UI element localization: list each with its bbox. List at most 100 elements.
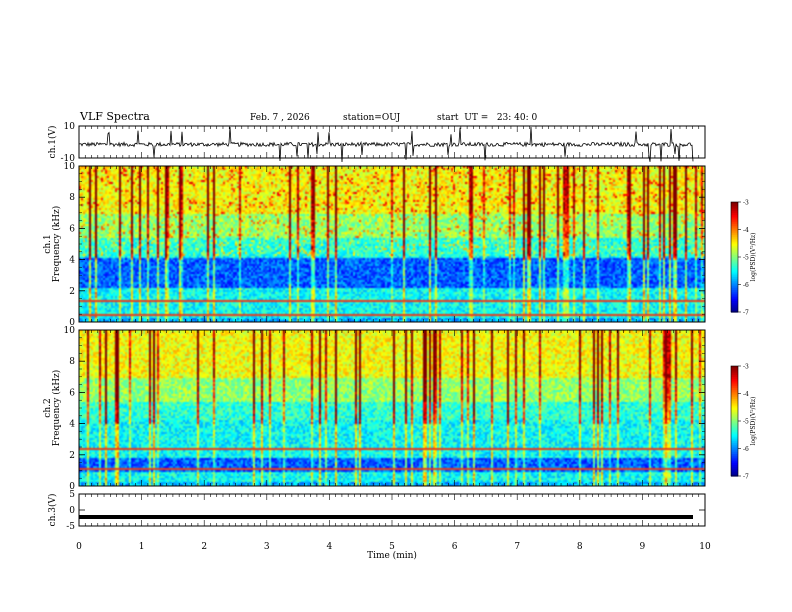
colorbar-1: -3 -4 -5 -6 -7 log(PSD)(V²/Hz) [730,200,757,317]
y-tick-label: -5 [66,522,75,532]
colorbar-segment [731,428,738,431]
colorbar-segment [731,444,738,448]
colorbar-segment [731,249,738,253]
colorbar-segment [731,435,738,439]
colorbar-tick-label: -5 [743,255,749,262]
y-tick-label: 10 [64,162,76,172]
x-tick-label: 0 [76,542,82,552]
colorbar-segment [731,400,738,404]
colorbar-segment [731,279,738,282]
colorbar-tick-label: -7 [743,474,749,481]
colorbar-segment [731,408,738,411]
colorbar-segment [731,213,738,216]
spectrogram-image-1 [79,166,705,322]
colorbar-segment [731,273,738,276]
colorbar-segment [731,391,738,395]
colorbar-segment [731,441,738,444]
colorbar-segment [731,235,738,238]
colorbar-segment [731,202,738,205]
colorbar-segment [731,454,738,457]
colorbar-segment [731,211,738,214]
colorbar-segment [731,450,738,453]
colorbar-segment [731,369,738,373]
colorbar-segment [731,216,738,220]
colorbar-segment [731,422,738,426]
colorbar-segment [731,288,738,291]
colorbar-segment [731,378,738,382]
colorbar-segment [731,380,738,384]
colorbar-segment [731,266,738,269]
chart-title: VLF Spectra [80,110,150,123]
y-tick-label: 6 [69,388,75,398]
start-time-label: start UT = 23: 40: 0 [437,113,538,123]
colorbar-tick-label: -3 [743,364,749,371]
colorbar-segment [731,295,738,298]
x-tick-label: 4 [327,542,333,552]
y-axis-label-channel: ch.1 [43,234,53,253]
colorbar-segment [731,255,738,258]
colorbar-tick-label: -3 [743,200,749,207]
colorbar-segment [731,397,738,400]
y-tick-label: 10 [64,122,76,132]
colorbar-segment [731,395,738,398]
y-tick-label: 2 [69,451,75,461]
colorbar-segment [731,384,738,387]
colorbar-segment [731,302,738,306]
colorbar-segment [731,463,738,466]
y-tick-label: 0 [69,318,75,328]
x-tick-label: 3 [264,542,270,552]
colorbar-segment [731,433,738,437]
colorbar-segment [731,468,738,472]
colorbar-segment [731,205,738,209]
colorbar-segment [731,227,738,231]
colorbar-segment [731,308,738,311]
colorbar-segment [731,388,738,391]
spectrogram-image-2 [79,330,705,486]
colorbar-segment [731,269,738,273]
x-tick-label: 6 [452,542,458,552]
colorbar-segment [731,209,738,212]
colorbar-tick-label: -4 [743,391,749,398]
colorbar-segment [731,411,738,415]
colorbar-tick-label: -5 [743,419,749,426]
x-tick-label: 10 [699,542,711,552]
colorbar-segment [731,393,738,396]
colorbar-segment [731,413,738,417]
colorbar-segment [731,203,738,207]
colorbar-segment [731,304,738,308]
colorbar-label: log(PSD)(V²/Hz) [750,397,757,446]
colorbar-segment [731,277,738,280]
y-tick-label: -10 [61,154,76,164]
x-tick-label: 8 [577,542,583,552]
colorbar-segment [731,236,738,240]
date-label: Feb. 7 , 2026 [250,113,310,123]
colorbar-segment [731,291,738,295]
colorbar-segment [731,459,738,462]
y-axis-label: ch.1(V) [47,126,58,159]
colorbar-2: -3 -4 -5 -6 -7 log(PSD)(V²/Hz) [730,364,757,481]
y-tick-label: 4 [69,420,75,430]
colorbar-segment [731,240,738,243]
ch1-waveform-line [78,126,694,163]
colorbar-segment [731,424,738,428]
colorbar-segment [731,366,738,369]
colorbar-segment [731,220,738,223]
y-axis-label-channel: ch.2 [43,398,53,417]
colorbar-segment [731,238,738,242]
colorbar-segment [731,282,738,286]
colorbar-segment [731,310,738,313]
colorbar-segment [731,410,738,413]
colorbar-segment [731,306,738,309]
colorbar-segment [731,437,738,440]
colorbar-segment [731,386,738,389]
colorbar-segment [731,402,738,406]
colorbar-segment [731,446,738,450]
colorbar-label: log(PSD)(V²/Hz) [750,233,757,282]
colorbar-segment [731,399,738,402]
colorbar-segment [731,371,738,374]
colorbar-segment [731,231,738,234]
colorbar-segment [731,225,738,229]
colorbar-segment [731,470,738,473]
colorbar-segment [731,448,738,451]
colorbar-segment [731,421,738,424]
